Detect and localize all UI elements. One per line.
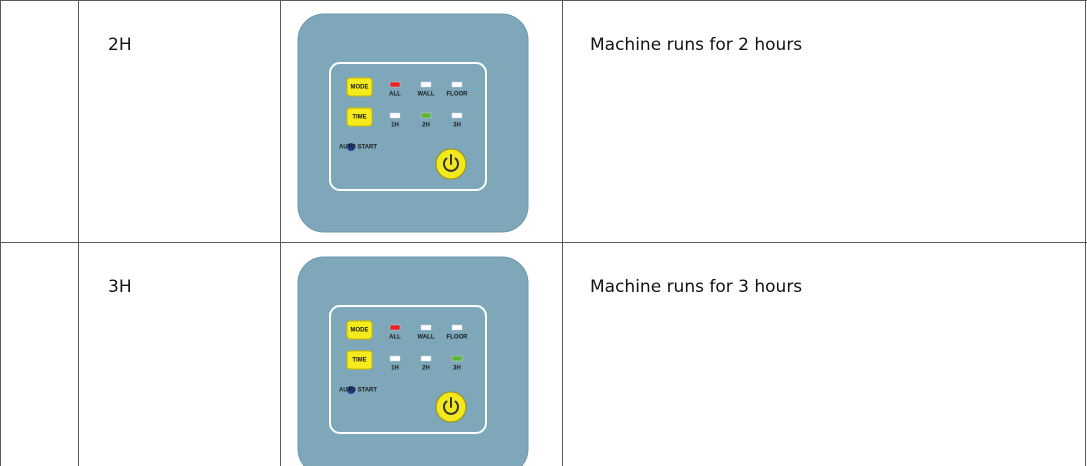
control-panel: MODE TIME ALL WALL FLOOR 1H 2H 3H AUTO START xyxy=(297,256,529,466)
indicator-light xyxy=(389,355,401,362)
row-label: 3H xyxy=(108,277,132,297)
row-description: Machine runs for 3 hours xyxy=(590,277,802,297)
auto-start-dot xyxy=(347,386,355,394)
panel-body xyxy=(297,256,529,466)
auto-start-label: AUTO START xyxy=(339,388,377,394)
light-label: 1H xyxy=(391,366,399,372)
auto-start-label: AUTO START xyxy=(339,145,377,151)
indicator-light xyxy=(389,112,401,119)
indicator-light xyxy=(420,355,432,362)
panel-body xyxy=(297,13,529,233)
auto-start-dot xyxy=(347,143,355,151)
light-label: FLOOR xyxy=(447,92,469,98)
light-label: 2H xyxy=(422,123,430,129)
panel-button xyxy=(346,77,373,97)
panel-button xyxy=(346,320,373,340)
panel-button xyxy=(346,107,373,127)
light-label: 2H xyxy=(422,366,430,372)
button-label: MODE xyxy=(351,85,369,91)
panel-inner-border xyxy=(329,62,487,191)
power-icon xyxy=(443,400,459,415)
light-label: 3H xyxy=(453,366,461,372)
indicator-light xyxy=(451,112,463,119)
light-label: ALL xyxy=(389,92,401,98)
indicator-light xyxy=(389,81,401,88)
indicator-light xyxy=(451,355,463,362)
power-icon xyxy=(443,157,459,172)
indicator-light xyxy=(451,324,463,331)
indicator-light xyxy=(389,324,401,331)
light-label: WALL xyxy=(418,335,435,341)
light-label: FLOOR xyxy=(447,335,469,341)
row-label: 2H xyxy=(108,35,132,55)
indicator-light xyxy=(420,112,432,119)
button-label: MODE xyxy=(351,328,369,334)
panel-button xyxy=(346,350,373,370)
row-description: Machine runs for 2 hours xyxy=(590,35,802,55)
button-label: TIME xyxy=(352,115,366,121)
control-panel: MODE TIME ALL WALL FLOOR 1H 2H 3H AUTO START xyxy=(297,13,529,233)
light-label: ALL xyxy=(389,335,401,341)
indicator-light xyxy=(420,81,432,88)
indicator-light xyxy=(420,324,432,331)
light-label: 3H xyxy=(453,123,461,129)
light-label: 1H xyxy=(391,123,399,129)
light-label: WALL xyxy=(418,92,435,98)
indicator-light xyxy=(451,81,463,88)
panel-inner-border xyxy=(329,305,487,434)
button-label: TIME xyxy=(352,358,366,364)
